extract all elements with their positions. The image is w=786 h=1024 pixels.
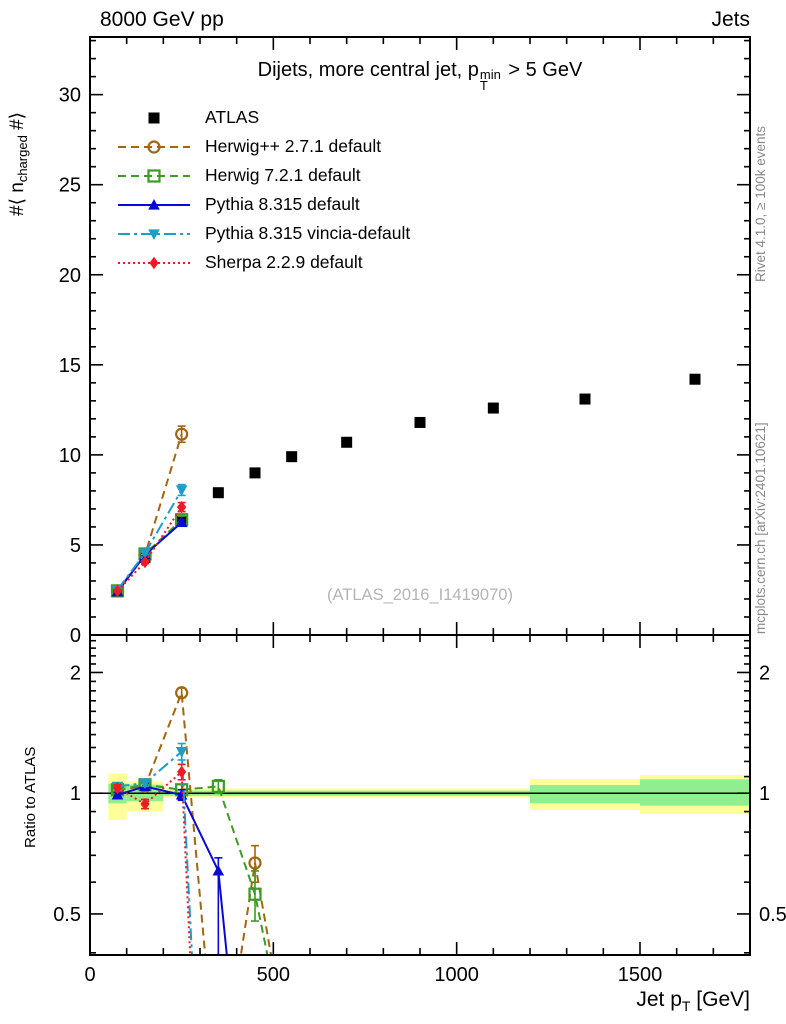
legend-item: Sherpa 2.2.9 default <box>116 248 410 277</box>
svg-text:20: 20 <box>59 265 81 287</box>
legend-item: ATLAS <box>116 103 410 132</box>
series-main <box>110 425 189 598</box>
legend-item: Pythia 8.315 default <box>116 190 410 219</box>
mcplots-credit-note: mcplots.cern.ch [arXiv:2401.10621] <box>753 422 768 634</box>
beam-label: 8000 GeV pp <box>100 8 224 31</box>
svg-text:30: 30 <box>59 85 81 107</box>
analysis-id-watermark: (ATLAS_2016_I1419070) <box>327 586 513 604</box>
legend-marker-triangle-down <box>118 228 190 240</box>
series-main <box>112 500 187 598</box>
series-main <box>111 483 188 596</box>
legend-label: Pythia 8.315 default <box>205 194 360 214</box>
svg-text:0: 0 <box>70 625 81 647</box>
x-axis-label: Jet pT [GeV] <box>636 988 750 1014</box>
ylabel-post: #⟩ <box>7 111 28 136</box>
svg-text:15: 15 <box>59 355 81 377</box>
ylabel-pre: #⟨ n <box>7 182 28 216</box>
plot-title-pre: Dijets, more central jet, p <box>257 59 479 81</box>
svg-text:1000: 1000 <box>434 964 479 986</box>
ratio-y-axis-label: Ratio to ATLAS <box>22 746 39 848</box>
legend-label: ATLAS <box>205 107 260 127</box>
legend-marker-diamond <box>118 256 190 269</box>
svg-text:25: 25 <box>59 175 81 197</box>
ratio-panel-border <box>89 634 751 956</box>
series-ratio <box>111 742 193 955</box>
svg-text:10: 10 <box>59 445 81 467</box>
pt-sub: T <box>479 78 488 94</box>
xlabel-sub: T <box>681 998 691 1014</box>
analysis-group-label: Jets <box>711 8 750 31</box>
pt-sup: min <box>479 67 501 82</box>
legend-label: Herwig 7.2.1 default <box>205 165 361 185</box>
svg-text:2: 2 <box>759 662 770 684</box>
series-ratio <box>110 778 269 955</box>
ylabel-sub: charged <box>15 135 30 183</box>
svg-text:5: 5 <box>70 535 81 557</box>
legend-marker-square-open <box>118 168 190 183</box>
main-y-axis-label: #⟨ ncharged #⟩ <box>6 112 30 216</box>
legend-item: Pythia 8.315 vincia-default <box>116 219 410 248</box>
pt-min-stack: min T <box>479 67 501 94</box>
svg-text:1: 1 <box>759 783 770 805</box>
plot-title: Dijets, more central jet, p min T > 5 GeV <box>90 59 750 94</box>
svg-text:500: 500 <box>257 964 290 986</box>
rivet-version-note: Rivet 4.1.0, ≥ 100k events <box>753 126 768 282</box>
svg-text:1500: 1500 <box>618 964 663 986</box>
xlabel-pre: Jet p <box>636 988 682 1011</box>
xlabel-post: [GeV] <box>690 988 750 1011</box>
legend: ATLAS Herwig++ 2.7.1 default Herwig 7.2.1 … <box>116 103 410 277</box>
legend-item: Herwig 7.2.1 default <box>116 161 410 190</box>
series-ratio <box>112 763 192 955</box>
svg-text:2: 2 <box>70 662 81 684</box>
svg-text:0.5: 0.5 <box>53 904 81 926</box>
legend-marker-square-filled <box>148 112 160 123</box>
plot-title-post: > 5 GeV <box>502 59 583 81</box>
ratio-uncertainty-bands <box>90 773 750 821</box>
legend-marker-triangle-up <box>118 198 190 210</box>
svg-text:0.5: 0.5 <box>759 904 786 926</box>
legend-marker-circle-open <box>118 139 190 154</box>
svg-text:0: 0 <box>84 964 95 986</box>
legend-label: Pythia 8.315 vincia-default <box>205 223 411 243</box>
legend-label: Herwig++ 2.7.1 default <box>205 136 382 156</box>
legend-label: Sherpa 2.2.9 default <box>205 252 363 272</box>
legend-item: Herwig++ 2.7.1 default <box>116 132 410 161</box>
series-atlas <box>112 373 701 598</box>
svg-text:1: 1 <box>70 783 81 805</box>
